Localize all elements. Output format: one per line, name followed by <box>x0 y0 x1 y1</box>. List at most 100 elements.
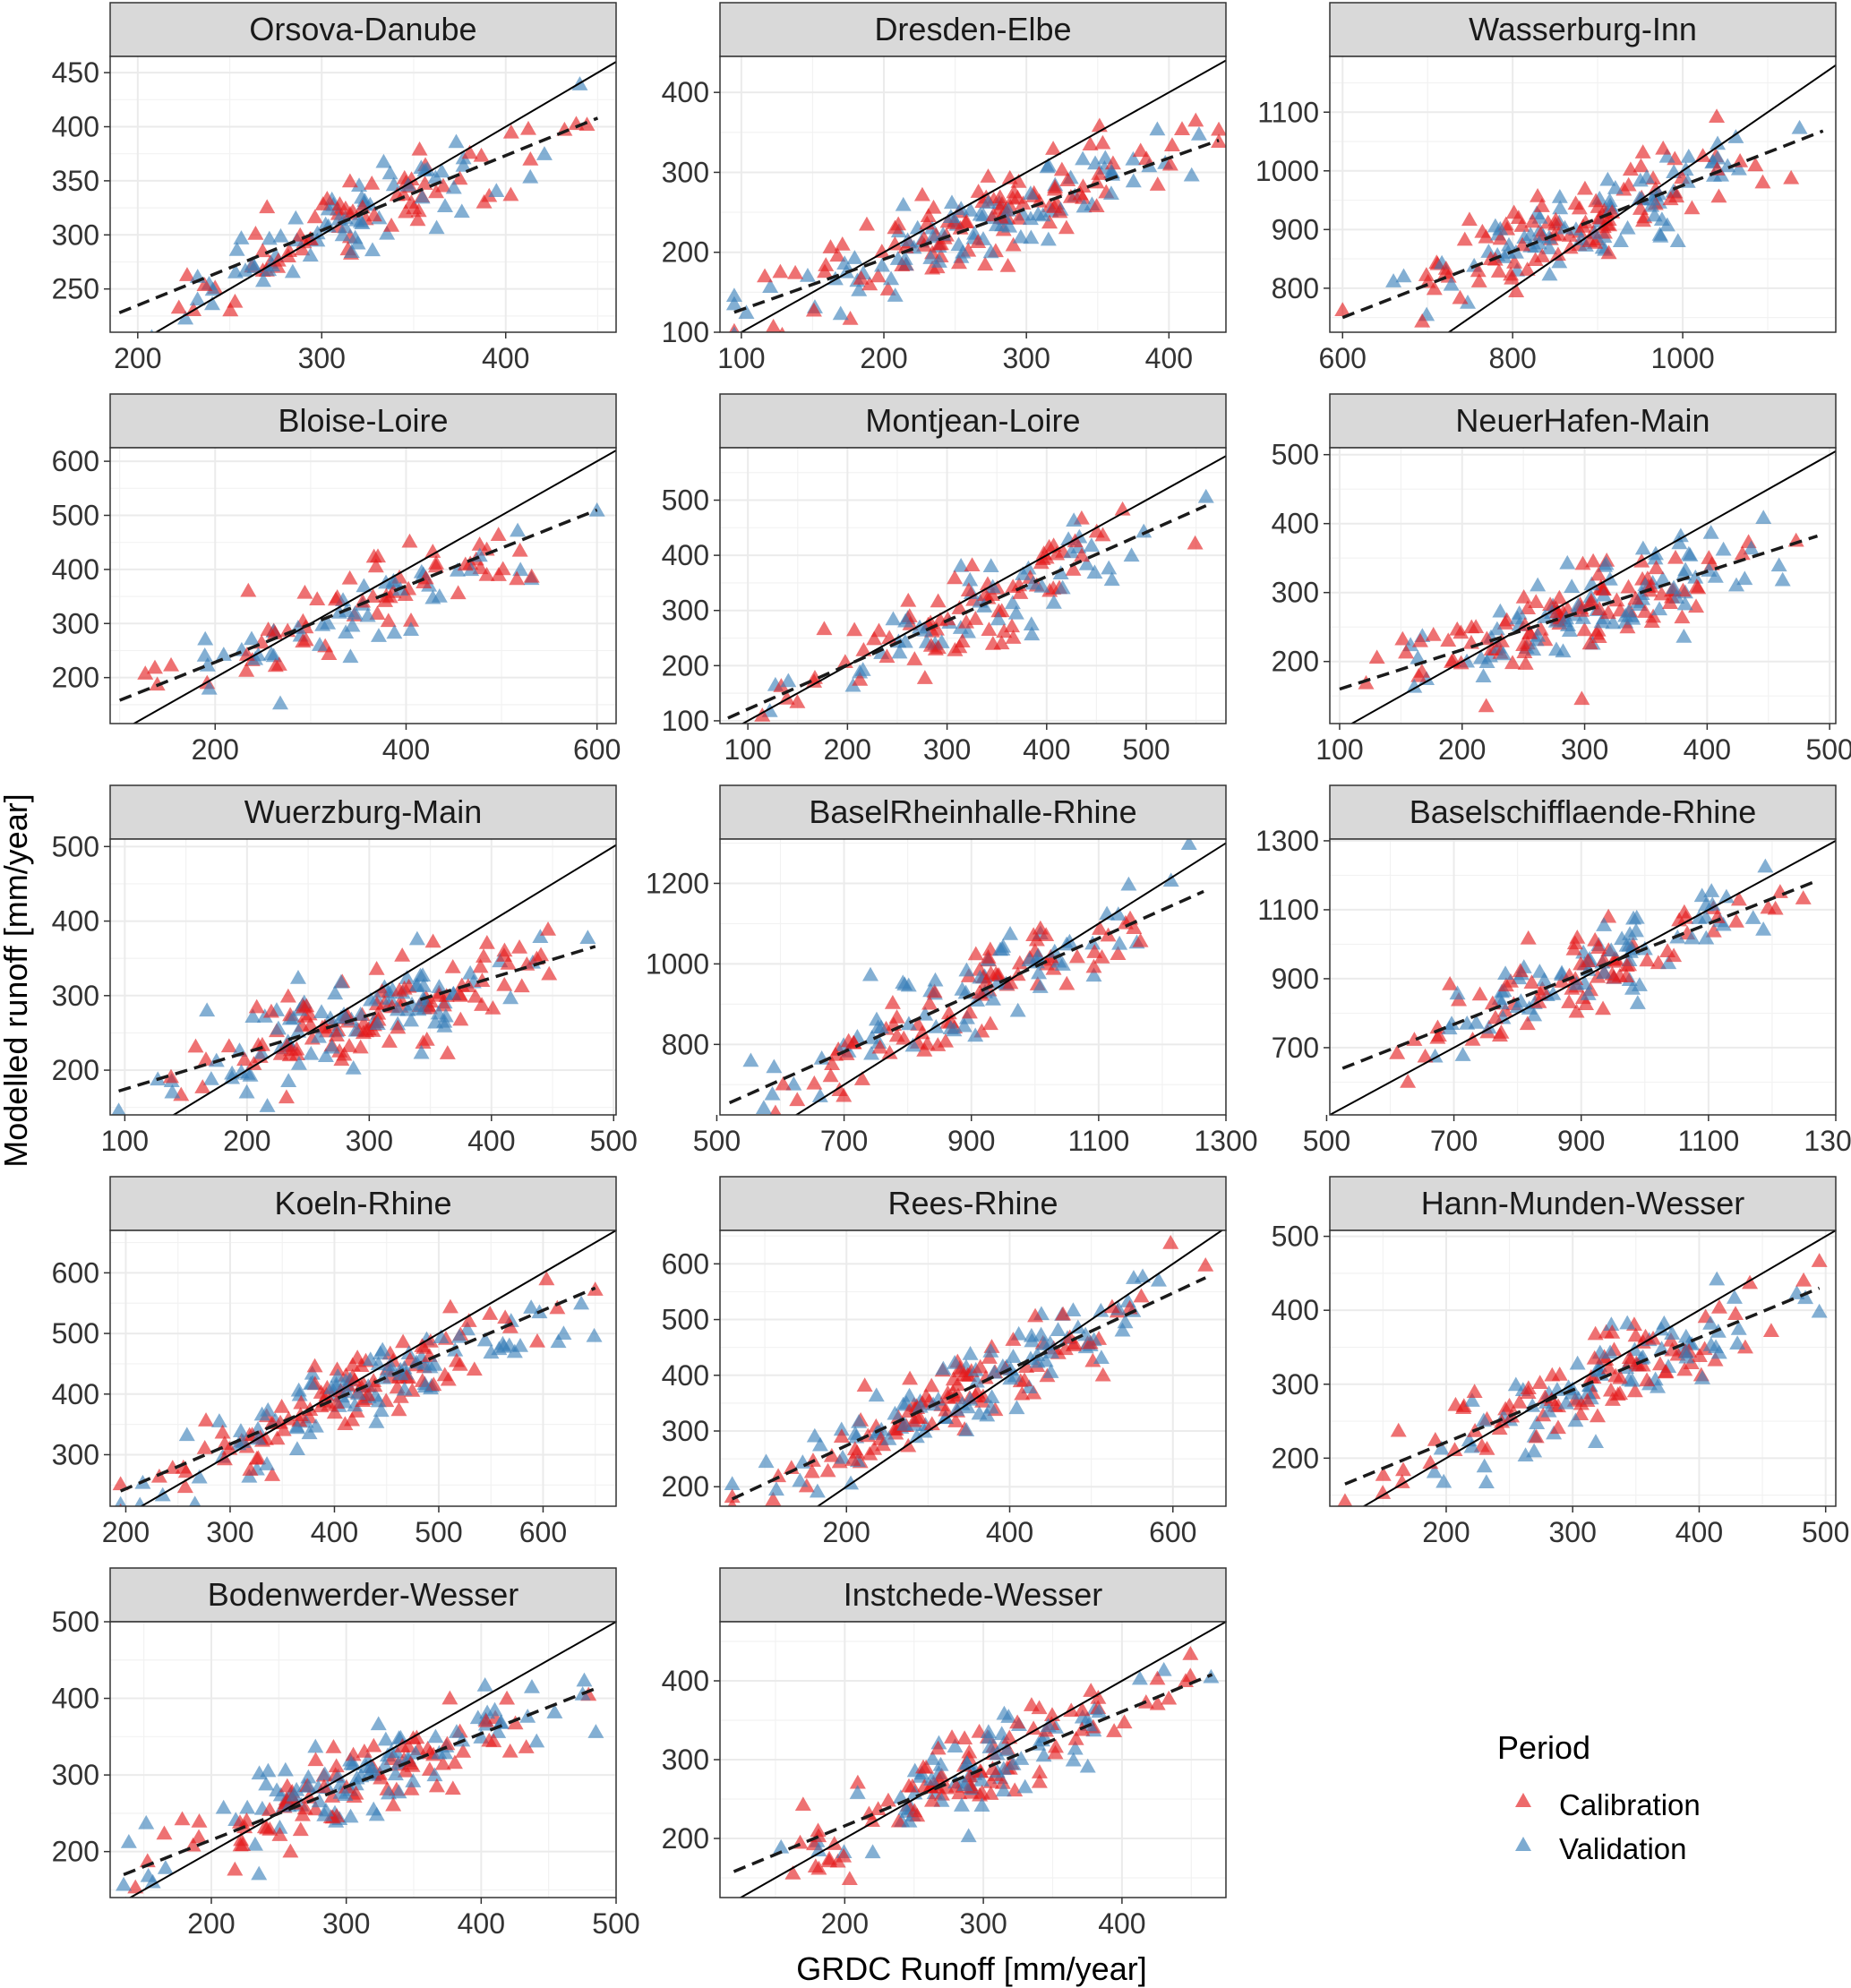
point-calibration <box>947 570 964 585</box>
y-tick-label: 200 <box>52 1054 99 1086</box>
point-validation <box>311 1793 328 1808</box>
point-validation <box>1580 1384 1597 1400</box>
point-calibration <box>1519 261 1536 276</box>
plot-area <box>720 56 1226 332</box>
point-calibration <box>922 637 939 652</box>
plot-area <box>720 1622 1226 1898</box>
point-calibration <box>444 1780 461 1795</box>
point-validation <box>1468 1015 1485 1029</box>
point-calibration <box>1018 1358 1035 1374</box>
point-calibration <box>490 567 507 581</box>
point-calibration <box>1676 1361 1693 1376</box>
point-validation <box>792 1472 809 1487</box>
point-calibration <box>441 1690 458 1705</box>
point-calibration <box>137 665 154 680</box>
panel-strip <box>1329 784 1837 840</box>
point-validation <box>954 981 971 996</box>
one-to-one-line <box>1350 450 1836 724</box>
point-validation <box>407 1744 424 1760</box>
y-tick-label: 200 <box>1272 1442 1319 1474</box>
point-calibration <box>807 1858 824 1873</box>
panel-title: Bloise-Loire <box>278 402 448 439</box>
point-calibration <box>473 147 490 162</box>
point-validation <box>1097 150 1114 165</box>
point-validation <box>1501 236 1518 252</box>
panel-border <box>719 447 1227 724</box>
point-calibration <box>961 1004 978 1019</box>
point-validation <box>833 1421 850 1436</box>
point-calibration <box>327 591 344 606</box>
point-calibration <box>1058 219 1075 235</box>
legend-title: Period <box>1497 1729 1590 1766</box>
point-validation <box>1727 129 1744 143</box>
y-tick-label: 300 <box>52 219 99 251</box>
point-validation <box>1651 601 1668 616</box>
point-calibration <box>1506 253 1523 269</box>
point-calibration <box>856 1377 873 1392</box>
point-validation <box>986 1364 1003 1379</box>
point-validation <box>968 1373 985 1388</box>
point-validation <box>982 1343 999 1358</box>
point-validation <box>376 1757 393 1771</box>
point-calibration <box>1580 953 1597 968</box>
y-tick-label: 500 <box>52 830 99 862</box>
point-validation <box>1478 1474 1495 1489</box>
point-calibration <box>824 1056 841 1071</box>
point-calibration <box>1795 1272 1812 1287</box>
point-validation <box>228 241 245 256</box>
point-validation <box>811 1436 828 1452</box>
point-calibration <box>1511 1393 1528 1409</box>
point-validation <box>738 304 755 320</box>
point-validation <box>1433 1440 1450 1455</box>
point-validation <box>244 1008 261 1024</box>
point-validation <box>1120 876 1137 891</box>
point-validation <box>1065 1752 1082 1767</box>
point-validation <box>224 1069 241 1084</box>
plot-background <box>110 1622 616 1898</box>
point-validation <box>337 1787 354 1801</box>
y-tick-label: 300 <box>52 980 99 1012</box>
point-calibration <box>196 1440 213 1454</box>
point-validation <box>896 1416 913 1431</box>
point-validation <box>427 1728 444 1744</box>
point-calibration <box>178 267 195 281</box>
point-validation <box>385 176 402 192</box>
point-validation <box>1536 972 1553 987</box>
panel-bodenwerder-wesser: Bodenwerder-Wesser 200 300 400 500 200 300 400 5… <box>52 1567 640 1940</box>
point-calibration <box>838 1046 855 1060</box>
point-calibration <box>918 1759 935 1774</box>
point-calibration <box>1031 1773 1048 1788</box>
point-validation <box>1559 617 1576 631</box>
point-validation <box>523 1299 540 1314</box>
plot-area <box>1330 1230 1836 1506</box>
point-calibration <box>118 1503 123 1506</box>
point-calibration <box>146 659 163 674</box>
y-tick-label: 800 <box>1272 272 1319 304</box>
point-validation <box>983 1389 1000 1403</box>
point-validation <box>262 646 279 661</box>
x-tick-label: 300 <box>1561 733 1608 766</box>
point-validation <box>536 146 553 160</box>
point-calibration <box>501 1743 518 1758</box>
point-validation <box>138 1814 155 1829</box>
point-calibration <box>451 1356 468 1371</box>
point-calibration <box>930 1740 947 1755</box>
point-calibration <box>853 270 870 285</box>
point-validation <box>1050 1322 1067 1337</box>
regression-line <box>118 945 596 1093</box>
point-validation <box>851 1414 868 1428</box>
legend: Period Calibration Validation <box>1497 1729 1701 1865</box>
point-validation <box>370 628 387 642</box>
point-validation <box>502 990 519 1005</box>
point-validation <box>923 1771 940 1786</box>
panel-title: Wasserburg-Inn <box>1469 11 1697 47</box>
one-to-one-line <box>1447 64 1836 332</box>
point-validation <box>1449 985 1466 1000</box>
panel-title: NeuerHafen-Main <box>1455 402 1710 439</box>
point-validation <box>1770 557 1787 572</box>
point-calibration <box>269 1430 286 1445</box>
point-calibration <box>831 1082 848 1096</box>
point-calibration <box>482 1306 499 1320</box>
panel-title: Instchede-Wesser <box>844 1576 1102 1613</box>
point-validation <box>1395 268 1412 283</box>
